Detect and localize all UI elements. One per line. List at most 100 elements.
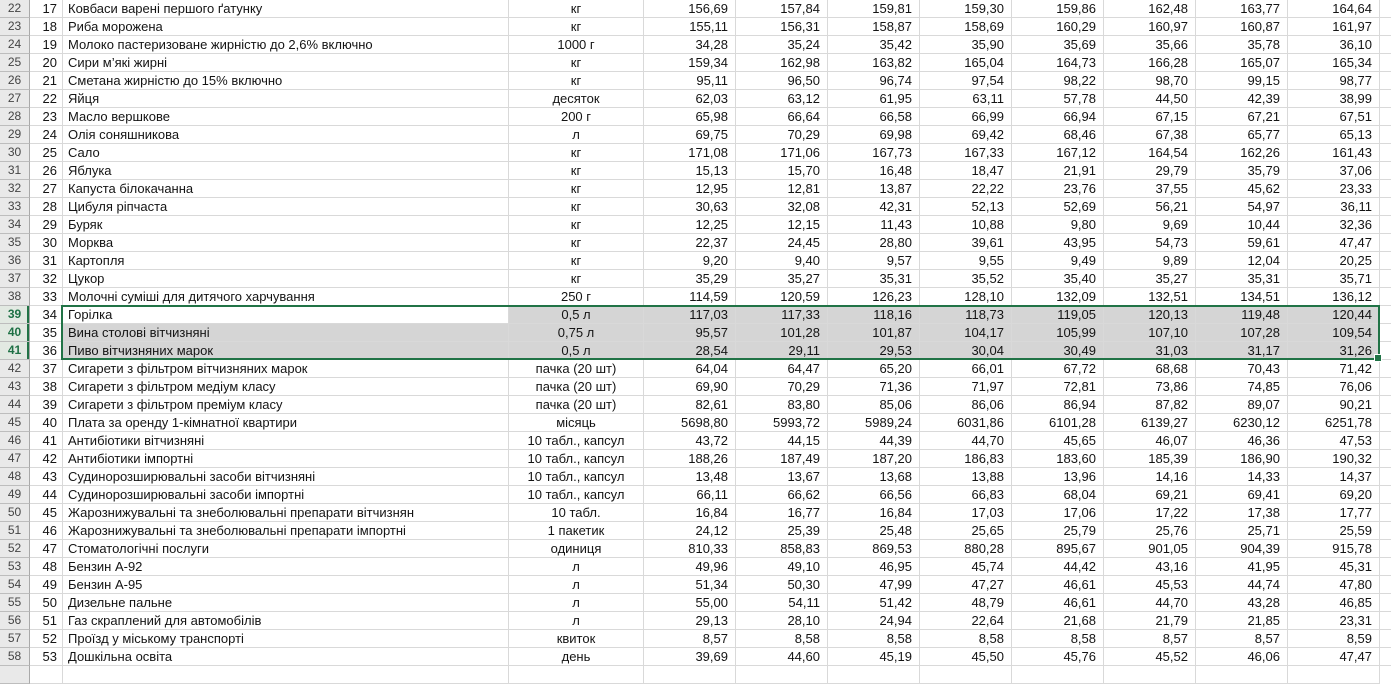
- value-cell[interactable]: 904,39: [1196, 540, 1288, 558]
- value-cell[interactable]: 107,10: [1104, 324, 1196, 342]
- value-cell[interactable]: 44,50: [1104, 90, 1196, 108]
- value-cell[interactable]: 66,83: [920, 486, 1012, 504]
- row-header-cell[interactable]: 23: [0, 18, 30, 36]
- value-cell[interactable]: 68,68: [1104, 360, 1196, 378]
- value-cell[interactable]: 12,81: [736, 180, 828, 198]
- item-name-cell[interactable]: Риба морожена: [63, 18, 509, 36]
- value-cell[interactable]: 119,05: [1012, 306, 1104, 324]
- unit-cell[interactable]: л: [509, 612, 644, 630]
- grid-filler-cell[interactable]: [1380, 648, 1391, 666]
- item-number-cell[interactable]: 33: [30, 288, 63, 306]
- value-cell[interactable]: 10,44: [1196, 216, 1288, 234]
- grid-filler-cell[interactable]: [1380, 594, 1391, 612]
- row-header-cell[interactable]: 31: [0, 162, 30, 180]
- value-cell[interactable]: 16,84: [828, 504, 920, 522]
- item-number-cell[interactable]: 20: [30, 54, 63, 72]
- value-cell[interactable]: 34,28: [644, 36, 736, 54]
- value-cell[interactable]: 8,58: [828, 630, 920, 648]
- row-header-cell[interactable]: 55: [0, 594, 30, 612]
- value-cell[interactable]: 66,11: [644, 486, 736, 504]
- value-cell[interactable]: 13,48: [644, 468, 736, 486]
- row-header-cell[interactable]: 24: [0, 36, 30, 54]
- item-number-cell[interactable]: 17: [30, 0, 63, 18]
- value-cell[interactable]: 38,99: [1288, 90, 1380, 108]
- row-header-cell[interactable]: 43: [0, 378, 30, 396]
- value-cell[interactable]: 156,31: [736, 18, 828, 36]
- value-cell[interactable]: 59,61: [1196, 234, 1288, 252]
- item-number-cell[interactable]: 48: [30, 558, 63, 576]
- value-cell[interactable]: 50,30: [736, 576, 828, 594]
- grid-filler-cell[interactable]: [1380, 198, 1391, 216]
- row-header-cell[interactable]: 29: [0, 126, 30, 144]
- value-cell[interactable]: 24,12: [644, 522, 736, 540]
- item-number-cell[interactable]: 32: [30, 270, 63, 288]
- row-header-cell[interactable]: 30: [0, 144, 30, 162]
- grid-filler-cell[interactable]: [1380, 396, 1391, 414]
- grid-filler-cell[interactable]: [1380, 558, 1391, 576]
- value-cell[interactable]: 35,27: [736, 270, 828, 288]
- value-cell[interactable]: 45,53: [1104, 576, 1196, 594]
- value-cell[interactable]: 156,69: [644, 0, 736, 18]
- row-header-cell[interactable]: [0, 666, 30, 684]
- value-cell[interactable]: 25,76: [1104, 522, 1196, 540]
- value-cell[interactable]: 61,95: [828, 90, 920, 108]
- item-number-cell[interactable]: 34: [30, 306, 63, 324]
- value-cell[interactable]: 162,26: [1196, 144, 1288, 162]
- value-cell[interactable]: 6031,86: [920, 414, 1012, 432]
- item-number-cell[interactable]: 36: [30, 342, 63, 360]
- value-cell[interactable]: 46,07: [1104, 432, 1196, 450]
- row-header-cell[interactable]: 41: [0, 342, 30, 360]
- unit-cell[interactable]: квиток: [509, 630, 644, 648]
- item-name-cell[interactable]: Судинорозширювальні засоби імпортні: [63, 486, 509, 504]
- unit-cell[interactable]: кг: [509, 54, 644, 72]
- value-cell[interactable]: 9,49: [1012, 252, 1104, 270]
- row-header-cell[interactable]: 49: [0, 486, 30, 504]
- item-name-cell[interactable]: Цукор: [63, 270, 509, 288]
- value-cell[interactable]: 69,90: [644, 378, 736, 396]
- item-name-cell[interactable]: Дизельне пальне: [63, 594, 509, 612]
- unit-cell[interactable]: 0,5 л: [509, 306, 644, 324]
- value-cell[interactable]: 158,69: [920, 18, 1012, 36]
- value-cell[interactable]: 12,95: [644, 180, 736, 198]
- value-cell[interactable]: 45,62: [1196, 180, 1288, 198]
- item-name-cell[interactable]: [63, 666, 509, 684]
- value-cell[interactable]: 25,39: [736, 522, 828, 540]
- item-number-cell[interactable]: 30: [30, 234, 63, 252]
- grid-filler-cell[interactable]: [1380, 378, 1391, 396]
- row-header-cell[interactable]: 36: [0, 252, 30, 270]
- value-cell[interactable]: 35,29: [644, 270, 736, 288]
- value-cell[interactable]: 66,62: [736, 486, 828, 504]
- row-header-cell[interactable]: 47: [0, 450, 30, 468]
- unit-cell[interactable]: 1000 г: [509, 36, 644, 54]
- value-cell[interactable]: 14,16: [1104, 468, 1196, 486]
- value-cell[interactable]: 166,28: [1104, 54, 1196, 72]
- item-name-cell[interactable]: Молоко пастеризоване жирністю до 2,6% вк…: [63, 36, 509, 54]
- value-cell[interactable]: 54,11: [736, 594, 828, 612]
- value-cell[interactable]: 11,43: [828, 216, 920, 234]
- value-cell[interactable]: 43,72: [644, 432, 736, 450]
- item-name-cell[interactable]: Горілка: [63, 306, 509, 324]
- item-name-cell[interactable]: Картопля: [63, 252, 509, 270]
- item-number-cell[interactable]: 42: [30, 450, 63, 468]
- value-cell[interactable]: 10,88: [920, 216, 1012, 234]
- value-cell[interactable]: 44,39: [828, 432, 920, 450]
- value-cell[interactable]: 95,11: [644, 72, 736, 90]
- value-cell[interactable]: 43,95: [1012, 234, 1104, 252]
- value-cell[interactable]: 62,03: [644, 90, 736, 108]
- item-number-cell[interactable]: 46: [30, 522, 63, 540]
- value-cell[interactable]: 810,33: [644, 540, 736, 558]
- value-cell[interactable]: 29,79: [1104, 162, 1196, 180]
- value-cell[interactable]: 5698,80: [644, 414, 736, 432]
- value-cell[interactable]: 82,61: [644, 396, 736, 414]
- unit-cell[interactable]: 200 г: [509, 108, 644, 126]
- value-cell[interactable]: 65,20: [828, 360, 920, 378]
- value-cell[interactable]: 9,20: [644, 252, 736, 270]
- value-cell[interactable]: 73,86: [1104, 378, 1196, 396]
- value-cell[interactable]: 858,83: [736, 540, 828, 558]
- value-cell[interactable]: 87,82: [1104, 396, 1196, 414]
- unit-cell[interactable]: місяць: [509, 414, 644, 432]
- unit-cell[interactable]: десяток: [509, 90, 644, 108]
- unit-cell[interactable]: 250 г: [509, 288, 644, 306]
- row-header-cell[interactable]: 22: [0, 0, 30, 18]
- value-cell[interactable]: 30,49: [1012, 342, 1104, 360]
